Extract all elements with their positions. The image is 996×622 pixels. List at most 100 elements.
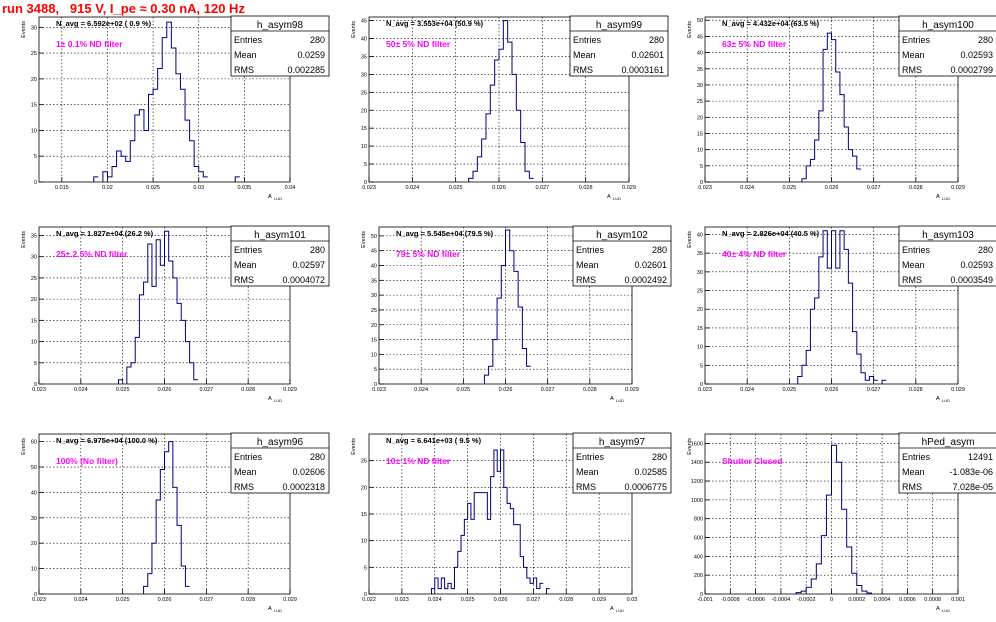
stats-value: 0.0006775: [624, 482, 667, 492]
y-axis-title: Events: [361, 231, 367, 248]
x-axis-title: A: [268, 194, 272, 200]
y-tick-label: 50: [31, 465, 37, 471]
x-tick-label: 0.04: [285, 185, 296, 191]
y-tick-label: 1200: [691, 479, 703, 485]
filter-label: 79± 5% ND filter: [396, 249, 461, 259]
pad-frame: [38, 226, 291, 385]
x-tick-label: 0.023: [362, 185, 376, 191]
histogram-line: [795, 444, 872, 594]
y-tick-label: 5: [374, 367, 377, 373]
x-tick-label: 0.0006: [899, 597, 916, 603]
pad-h_asym100: 0.023 0.024 0.025 0.026 0.027 0.028 0.029 0 5 10 1…: [687, 15, 996, 201]
stats-value: 0.02597: [292, 260, 325, 270]
stats-label: Entries: [902, 452, 931, 462]
pad-frame: [368, 433, 633, 595]
stats-label: Entries: [573, 35, 602, 45]
y-tick-label: 10: [31, 340, 37, 346]
x-axis-subscript: LUD: [942, 398, 950, 403]
stats-value: 12491: [968, 452, 993, 462]
y-tick-label: 10: [31, 128, 37, 134]
y-tick-label: 25: [697, 99, 703, 105]
y-tick-label: 1600: [691, 441, 703, 447]
y-tick-label: 40: [371, 264, 377, 270]
y-tick-label: 5: [364, 565, 367, 571]
x-tick-label: -0.001: [697, 597, 713, 603]
x-tick-label: 0.023: [698, 387, 712, 393]
y-tick-label: 5: [700, 363, 703, 369]
y-tick-label: 30: [697, 83, 703, 89]
filter-label: 63± 5% ND filter: [722, 39, 787, 49]
x-axis-title: A: [610, 606, 614, 612]
pad-h_asym97: 0.022 0.023 0.024 0.025 0.026 0.027 0.028 0.029…: [351, 432, 672, 613]
stats-value: 0.0002492: [624, 275, 667, 285]
y-tick-label: 25: [697, 289, 703, 295]
y-tick-label: 25: [31, 51, 37, 57]
pad-frame: [368, 16, 630, 183]
y-axis-title: Events: [21, 21, 27, 38]
stats-label: Entries: [234, 245, 263, 255]
y-tick-label: 5: [34, 154, 37, 160]
y-tick-label: 10: [697, 148, 703, 154]
pad-h_asym98: 0.015 0.02 0.025 0.03 0.035 0.04 0 5 10 15 20 25 30 E…: [21, 15, 330, 201]
x-tick-label: 0.029: [622, 185, 636, 191]
x-axis-title: A: [610, 396, 614, 402]
x-tick-label: 0.023: [372, 387, 386, 393]
histogram-line: [143, 441, 190, 594]
x-tick-label: 0.027: [535, 185, 549, 191]
x-tick-label: 0.023: [32, 387, 46, 393]
y-tick-label: 25: [361, 459, 367, 465]
stats-box-title: hPed_asym: [922, 437, 975, 448]
x-axis-title: A: [268, 396, 272, 402]
y-axis-title: Events: [687, 438, 693, 455]
x-tick-label: 0.024: [740, 185, 754, 191]
stats-label: Mean: [576, 467, 599, 477]
stats-value: 0.002285: [287, 65, 325, 75]
y-tick-label: 10: [697, 345, 703, 351]
stats-box-frame: [898, 432, 996, 494]
y-tick-label: 0: [374, 382, 377, 388]
y-tick-label: 30: [31, 25, 37, 31]
stats-label: Mean: [902, 260, 925, 270]
stats-box: h_asym96 Entries 280 Mean 0.02606 RMS 0.000231…: [230, 432, 330, 494]
stats-box-title: h_asym97: [599, 437, 646, 448]
x-tick-label: 0.023: [395, 597, 409, 603]
y-tick-label: 5: [364, 162, 367, 168]
x-axis-subscript: LUD: [613, 196, 621, 201]
x-tick-label: 0.027: [867, 185, 881, 191]
histogram-line: [93, 21, 240, 182]
x-tick-label: 0.025: [116, 387, 130, 393]
x-tick-label: 0.025: [456, 387, 470, 393]
y-tick-label: 10: [361, 144, 367, 150]
x-tick-label: 0.022: [362, 597, 376, 603]
y-tick-label: 15: [371, 338, 377, 344]
x-tick-label: 0.0008: [924, 597, 941, 603]
avg-label: N_avg = 2.826e+04 (40.5 %): [722, 229, 820, 238]
y-tick-label: 1000: [691, 498, 703, 504]
stats-value: 0.0259: [297, 50, 325, 60]
histogram-line: [430, 449, 550, 594]
stats-value: 0.0003161: [621, 65, 664, 75]
y-tick-label: 35: [697, 251, 703, 257]
stats-value: 7.028e-05: [952, 482, 993, 492]
histogram-line: [117, 230, 198, 384]
histogram-line: [483, 229, 531, 384]
pad-frame: [378, 226, 633, 385]
y-tick-label: 60: [31, 440, 37, 446]
stats-label: RMS: [902, 275, 922, 285]
y-tick-label: 20: [697, 115, 703, 121]
stats-label: RMS: [902, 65, 922, 75]
avg-label: N_avg = 3.553e+04 (50.9 %): [386, 19, 484, 28]
stats-value: 280: [978, 35, 993, 45]
y-tick-label: 45: [697, 34, 703, 40]
y-tick-label: 200: [694, 573, 703, 579]
x-tick-label: 0.029: [951, 185, 965, 191]
y-tick-label: 45: [361, 19, 367, 25]
x-tick-label: 0.024: [405, 185, 419, 191]
stats-value: 0.0004072: [282, 275, 325, 285]
x-axis-title: A: [936, 606, 940, 612]
y-tick-label: 0: [700, 180, 703, 186]
pad-h_asym101: 0.023 0.024 0.025 0.026 0.027 0.028 0.029 0 5 10 1…: [21, 225, 330, 403]
avg-label: N_avg = 6.975e+04 (100.0 %): [56, 436, 158, 445]
x-axis-subscript: LUD: [616, 608, 624, 613]
y-tick-label: 25: [371, 308, 377, 314]
